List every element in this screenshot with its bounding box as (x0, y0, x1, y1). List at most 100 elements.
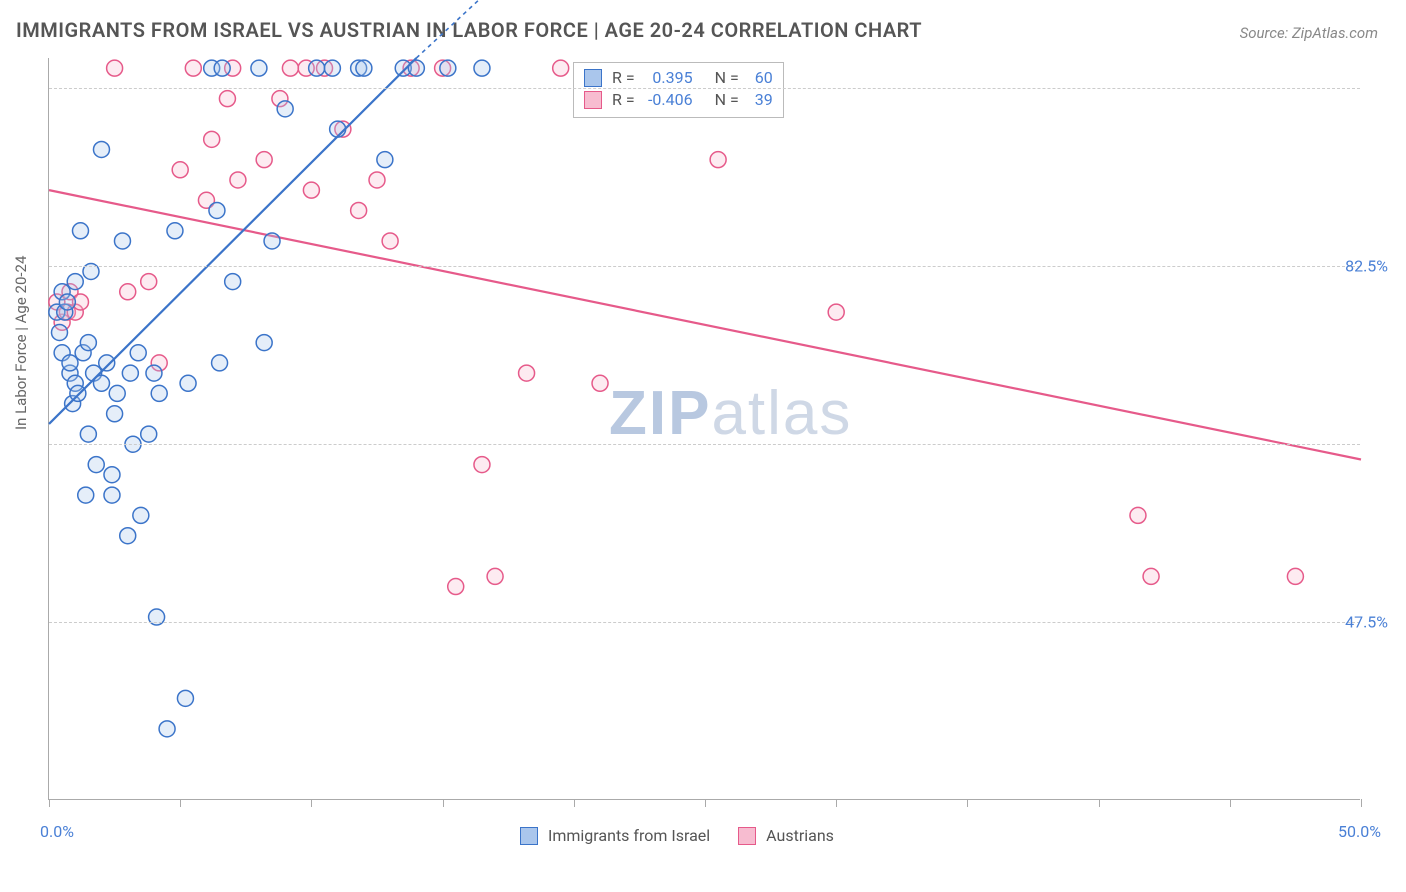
data-point (553, 60, 569, 76)
x-tick (1099, 799, 1100, 807)
trend-line (49, 190, 1361, 459)
stats-legend: R = 0.395 N = 60 R = -0.406 N = 39 (573, 62, 784, 118)
data-point (330, 121, 346, 137)
n-value-austrian: 39 (745, 89, 773, 111)
legend-item-austrian: Austrians (738, 826, 834, 845)
r-label: R = (612, 89, 635, 111)
data-point (51, 324, 67, 340)
data-point (209, 202, 225, 218)
data-point (107, 60, 123, 76)
x-tick (443, 799, 444, 807)
r-label: R = (612, 67, 635, 89)
data-point (133, 507, 149, 523)
x-tick-label: 0.0% (40, 822, 74, 841)
gridline (49, 88, 1360, 89)
data-point (172, 162, 188, 178)
data-point (99, 355, 115, 371)
data-point (177, 690, 193, 706)
data-point (107, 406, 123, 422)
data-point (72, 223, 88, 239)
n-label: N = (715, 67, 739, 89)
data-point (151, 385, 167, 401)
data-point (214, 60, 230, 76)
data-point (104, 467, 120, 483)
data-point (377, 152, 393, 168)
data-point (114, 233, 130, 249)
data-point (88, 457, 104, 473)
data-point (1287, 568, 1303, 584)
data-point (212, 355, 228, 371)
x-tick (705, 799, 706, 807)
stats-row-israel: R = 0.395 N = 60 (584, 67, 773, 89)
data-point (303, 182, 319, 198)
swatch-austrian (584, 91, 602, 109)
data-point (204, 131, 220, 147)
data-point (80, 335, 96, 351)
data-point (356, 60, 372, 76)
data-point (369, 172, 385, 188)
data-point (80, 426, 96, 442)
data-point (70, 385, 86, 401)
gridline (49, 266, 1360, 267)
data-point (592, 375, 608, 391)
data-point (62, 355, 78, 371)
data-point (141, 426, 157, 442)
data-point (474, 60, 490, 76)
data-point (487, 568, 503, 584)
data-point (324, 60, 340, 76)
swatch-israel (520, 827, 538, 845)
y-tick-label: 47.5% (1345, 613, 1388, 632)
trend-line (49, 58, 416, 424)
chart-title: IMMIGRANTS FROM ISRAEL VS AUSTRIAN IN LA… (16, 18, 922, 42)
swatch-israel (584, 69, 602, 87)
data-point (474, 457, 490, 473)
y-tick-label: 82.5% (1345, 257, 1388, 276)
data-point (67, 274, 83, 290)
data-point (828, 304, 844, 320)
data-point (93, 141, 109, 157)
legend-label-israel: Immigrants from Israel (548, 826, 710, 845)
x-tick (1361, 799, 1362, 807)
r-value-austrian: -0.406 (641, 89, 693, 111)
data-point (277, 101, 293, 117)
data-point (141, 274, 157, 290)
data-point (185, 60, 201, 76)
plot-area: ZIPatlas R = 0.395 N = 60 R = -0.406 N =… (48, 58, 1360, 800)
data-point (59, 294, 75, 310)
data-point (351, 202, 367, 218)
data-point (180, 375, 196, 391)
data-point (440, 60, 456, 76)
data-point (109, 385, 125, 401)
swatch-austrian (738, 827, 756, 845)
data-point (256, 335, 272, 351)
data-point (309, 60, 325, 76)
gridline (49, 444, 1360, 445)
data-point (1130, 507, 1146, 523)
data-point (382, 233, 398, 249)
correlation-chart: IMMIGRANTS FROM ISRAEL VS AUSTRIAN IN LA… (0, 0, 1406, 892)
x-tick (574, 799, 575, 807)
data-point (130, 345, 146, 361)
legend-item-israel: Immigrants from Israel (520, 826, 710, 845)
data-point (219, 91, 235, 107)
data-point (167, 223, 183, 239)
data-point (1143, 568, 1159, 584)
x-tick (1230, 799, 1231, 807)
data-point (225, 274, 241, 290)
data-point (282, 60, 298, 76)
data-point (230, 172, 246, 188)
data-point (448, 579, 464, 595)
x-tick-label: 50.0% (1338, 822, 1381, 841)
x-tick (49, 799, 50, 807)
x-tick (836, 799, 837, 807)
legend-label-austrian: Austrians (766, 826, 834, 845)
x-tick (311, 799, 312, 807)
data-point (264, 233, 280, 249)
n-value-israel: 60 (745, 67, 773, 89)
y-axis-label: In Labor Force | Age 20-24 (12, 256, 30, 430)
r-value-israel: 0.395 (641, 67, 693, 89)
data-point (104, 487, 120, 503)
data-point (159, 721, 175, 737)
stats-row-austrian: R = -0.406 N = 39 (584, 89, 773, 111)
data-point (146, 365, 162, 381)
